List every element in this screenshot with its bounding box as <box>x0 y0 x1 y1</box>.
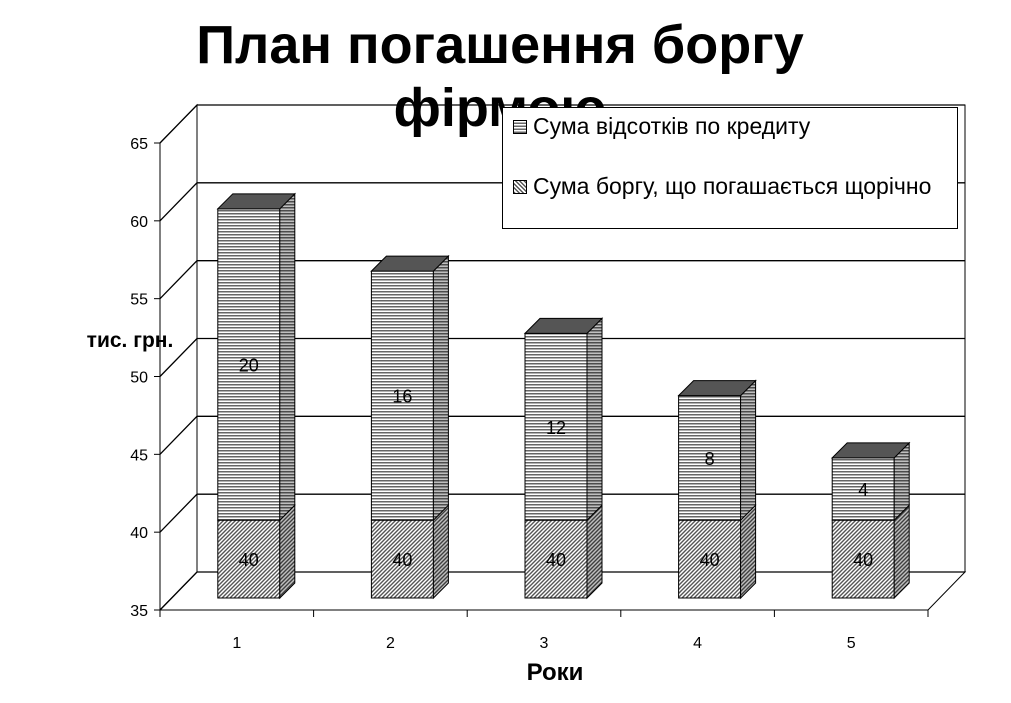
data-label: 40 <box>239 550 259 570</box>
bar-top <box>830 442 911 459</box>
y-tick-label: 60 <box>130 214 148 231</box>
legend-swatch <box>513 120 527 134</box>
bar-front <box>217 208 281 521</box>
bar-side-shade <box>740 505 756 598</box>
data-label: 8 <box>705 449 715 469</box>
bar-top <box>370 255 450 272</box>
y-tick-label: 50 <box>130 370 148 387</box>
x-tick-label: 5 <box>847 635 856 652</box>
bar-segment <box>216 192 297 522</box>
data-label: 16 <box>392 387 412 407</box>
legend: Сума відсотків по кредиту Сума боргу, що… <box>502 107 958 229</box>
y-tick-label: 55 <box>130 292 148 309</box>
data-label: 4 <box>858 480 868 500</box>
x-axis-label: Роки <box>527 659 584 686</box>
data-label: 40 <box>700 550 720 570</box>
data-label: 40 <box>853 550 873 570</box>
y-tick-label: 40 <box>130 525 148 542</box>
bar-front <box>524 519 588 599</box>
grid-line <box>159 104 965 144</box>
bar-side-shade <box>279 505 295 598</box>
legend-swatch <box>513 180 527 194</box>
bar-front <box>370 270 434 521</box>
x-tick-label: 1 <box>232 635 241 652</box>
y-tick-label: 45 <box>130 447 148 464</box>
data-label: 12 <box>546 418 566 438</box>
bar-segment <box>831 503 910 600</box>
grid-line <box>159 337 965 377</box>
y-tick-label: 35 <box>130 603 148 620</box>
bar-side-shade <box>279 193 295 521</box>
bar-side-shade <box>587 318 602 521</box>
bar-front <box>370 519 434 599</box>
x-tick-label: 4 <box>693 635 702 652</box>
data-label: 40 <box>392 550 412 570</box>
bar-side-shade <box>433 505 449 598</box>
data-label: 40 <box>546 550 566 570</box>
y-tick-label: 65 <box>130 136 148 153</box>
data-label: 20 <box>239 356 259 376</box>
bar-side-shade <box>433 256 449 521</box>
legend-label: Сума боргу, що погашається щорічно <box>533 173 932 199</box>
bar-front <box>831 457 895 521</box>
bar-top <box>523 317 604 334</box>
bar-segment <box>677 379 757 522</box>
bar-front <box>678 519 742 599</box>
bar-side-shade <box>740 380 756 521</box>
bar-segment <box>524 503 603 600</box>
grid-line <box>159 260 965 300</box>
bar-segment <box>370 254 450 522</box>
bar-segment <box>678 503 757 600</box>
x-tick-label: 2 <box>386 635 395 652</box>
bar-segment <box>523 317 604 522</box>
bar-top <box>677 380 757 397</box>
bar-side-shade <box>587 505 602 598</box>
bar-side-shade <box>894 505 910 598</box>
x-tick-label: 3 <box>540 635 549 652</box>
y-axis-label: тис. грн. <box>87 329 174 352</box>
legend-label: Сума відсотків по кредиту <box>533 113 811 139</box>
bar-front <box>524 332 588 521</box>
bar-segment <box>370 503 449 600</box>
chart-title: План погашення боргу фірмою <box>196 15 804 138</box>
bar-side-shade <box>894 442 910 521</box>
bar-top <box>216 193 297 210</box>
bar-segment <box>830 441 911 522</box>
